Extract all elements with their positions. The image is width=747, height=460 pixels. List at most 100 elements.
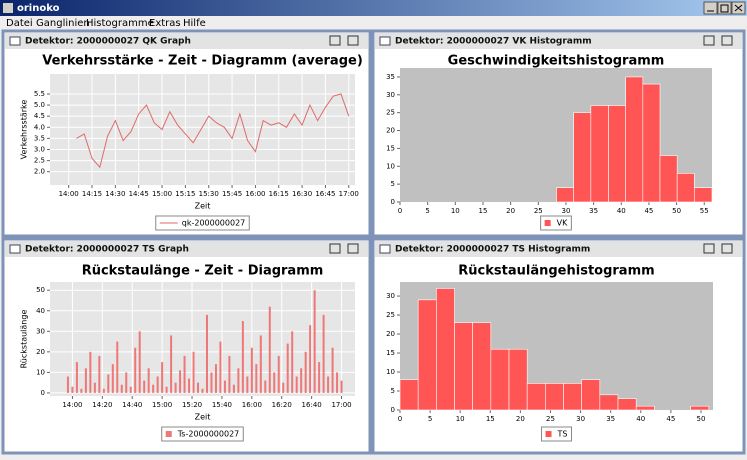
y-tick-label: 4.0	[34, 123, 45, 131]
restore-button[interactable]	[703, 243, 715, 254]
bar	[264, 380, 267, 393]
y-tick-label: 30	[386, 91, 395, 99]
restore-button[interactable]	[329, 35, 341, 46]
bar	[219, 341, 222, 393]
bar	[80, 388, 83, 393]
y-axis-label: Verkehrsstärke	[20, 100, 29, 160]
bar	[107, 374, 110, 393]
bar	[205, 314, 208, 393]
frame-title: Detektor: 2000000027 TS Graph	[25, 245, 189, 255]
bar	[84, 368, 87, 393]
bar	[327, 376, 330, 393]
menu-item[interactable]: Datei	[6, 18, 33, 29]
x-tick-label: 15:45	[222, 190, 242, 198]
bar	[201, 388, 204, 393]
x-tick-label: 0	[398, 415, 402, 423]
bar	[309, 325, 312, 393]
restore-button[interactable]	[329, 243, 341, 254]
y-tick-label: 35	[386, 73, 395, 81]
close-button[interactable]	[721, 243, 733, 254]
bar	[250, 347, 253, 393]
y-tick-label: 5	[391, 180, 395, 188]
window-title: orinoko	[17, 3, 60, 14]
y-tick-label: 2.5	[34, 157, 45, 165]
chart-title: Geschwindigkeitshistogramm	[448, 54, 665, 69]
y-tick-label: 50	[36, 286, 45, 294]
menu-item[interactable]: Extras	[149, 18, 181, 29]
legend-label: VK	[557, 219, 568, 228]
bar	[192, 351, 195, 393]
bar	[246, 376, 249, 393]
bar	[161, 362, 164, 393]
bar	[304, 351, 307, 393]
frame-title: Detektor: 2000000027 QK Graph	[25, 37, 191, 47]
minimize-button[interactable]	[703, 1, 718, 15]
histogram-bar	[399, 379, 419, 411]
x-tick-label: 5	[425, 207, 429, 215]
x-tick-label: 25	[546, 415, 555, 423]
legend	[161, 426, 244, 442]
x-tick-label: 15:30	[199, 190, 219, 198]
bar	[322, 314, 325, 393]
y-tick-label: 0	[41, 389, 45, 397]
bar	[143, 380, 146, 393]
bar	[259, 335, 262, 393]
y-tick-label: 20	[386, 127, 395, 135]
x-tick-label: 45	[666, 415, 675, 423]
x-tick-label: 14:45	[129, 190, 149, 198]
y-tick-label: 2.0	[34, 168, 45, 176]
x-tick-label: 16:40	[302, 401, 322, 409]
bar	[89, 351, 92, 393]
x-tick-label: 15:20	[182, 401, 202, 409]
y-tick-label: 15	[386, 144, 395, 152]
legend	[541, 426, 572, 442]
y-tick-label: 10	[386, 368, 395, 376]
close-button[interactable]	[347, 35, 359, 46]
close-button[interactable]	[721, 35, 733, 46]
y-tick-label: 20	[386, 330, 395, 338]
y-tick-label: 30	[386, 292, 395, 300]
histogram-bar	[690, 405, 710, 411]
frame-titlebar	[5, 241, 368, 257]
legend-label: qk-2000000027	[182, 219, 246, 228]
legend	[155, 215, 250, 231]
x-axis-label: Zeit	[195, 202, 211, 211]
y-tick-label: 3.5	[34, 134, 45, 142]
bar	[336, 372, 339, 393]
legend-swatch	[544, 220, 551, 226]
bar	[116, 341, 119, 393]
frame-icon	[9, 36, 21, 46]
legend-swatch	[165, 431, 172, 437]
bar	[111, 364, 114, 393]
y-tick-label: 10	[36, 368, 45, 376]
x-tick-label: 14:20	[92, 401, 112, 409]
x-tick-label: 15:00	[152, 401, 172, 409]
histogram-bar	[545, 383, 564, 411]
x-tick-label: 16:00	[242, 401, 262, 409]
bar	[214, 364, 217, 393]
histogram-bar	[642, 83, 661, 203]
menu-item[interactable]: Hilfe	[183, 18, 206, 29]
histogram-bar	[454, 322, 473, 411]
x-tick-label: 30	[576, 415, 585, 423]
menu-item[interactable]: Histogramme	[86, 18, 154, 29]
restore-button[interactable]	[703, 35, 715, 46]
bar	[295, 376, 298, 393]
x-tick-label: 15:15	[175, 190, 195, 198]
y-tick-label: 30	[36, 327, 45, 335]
x-tick-label: 16:15	[269, 190, 289, 198]
x-tick-label: 15	[479, 207, 488, 215]
histogram-bar	[581, 379, 601, 411]
legend-label: Ts-2000000027	[177, 430, 240, 439]
histogram-bar	[676, 173, 695, 203]
histogram-bar	[599, 394, 619, 411]
close-button[interactable]	[347, 243, 359, 254]
menu-item[interactable]: Ganglinien	[36, 18, 90, 29]
chart-title: Rückstaulänge - Zeit - Diagramm	[82, 264, 324, 279]
x-tick-label: 15	[486, 415, 495, 423]
bar	[210, 372, 213, 393]
bar	[156, 376, 159, 393]
histogram-bar	[436, 288, 455, 411]
bar	[255, 364, 258, 393]
window-buttons	[703, 1, 746, 15]
